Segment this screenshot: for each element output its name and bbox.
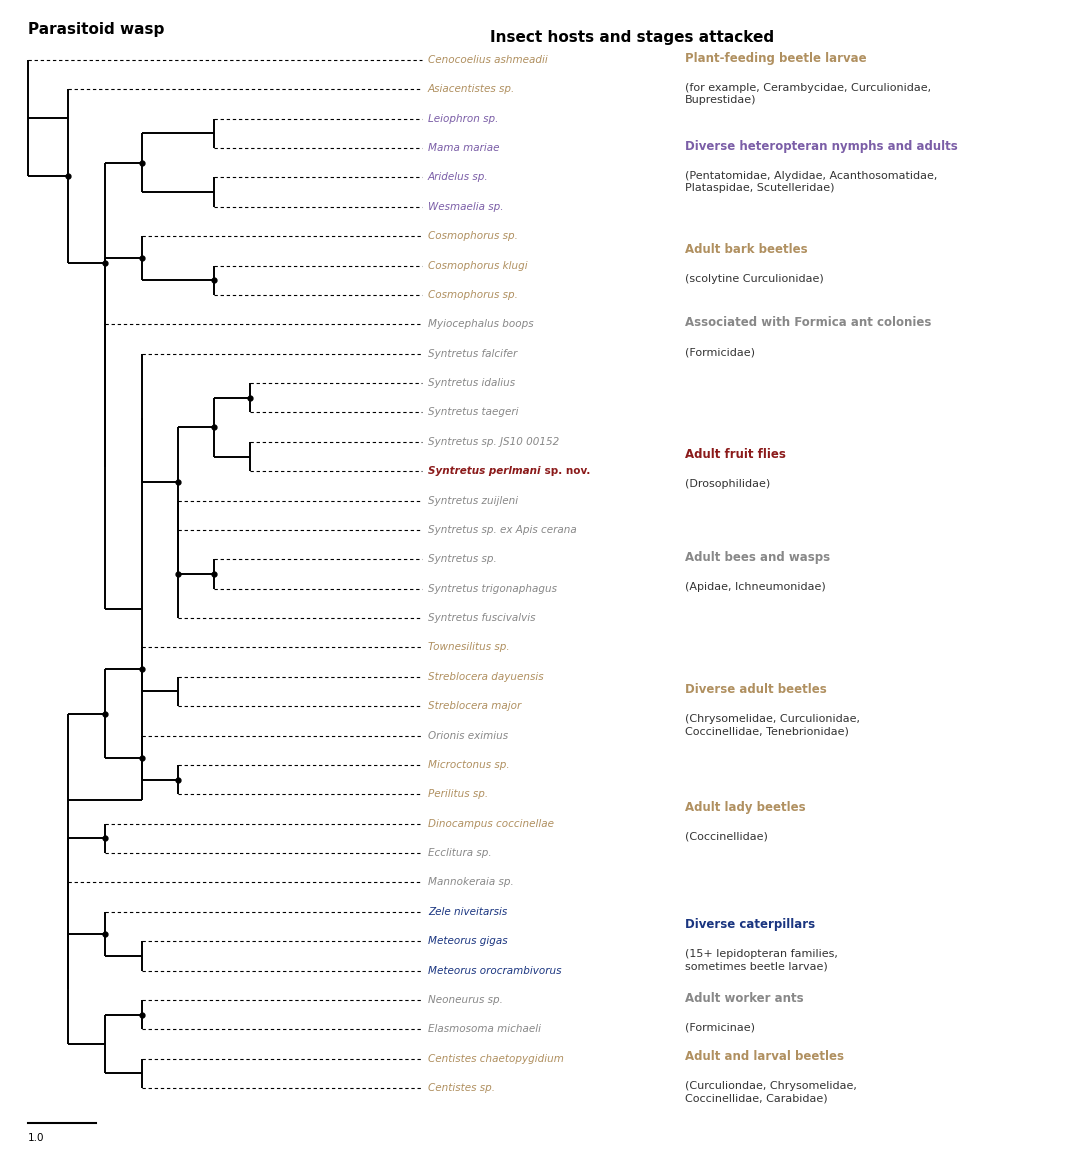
Text: (Formicidae): (Formicidae): [685, 347, 755, 357]
Text: Cosmophorus sp.: Cosmophorus sp.: [428, 290, 518, 300]
Text: Syntretus perlmani: Syntretus perlmani: [428, 466, 540, 477]
Text: Zele niveitarsis: Zele niveitarsis: [428, 907, 507, 916]
Text: Diverse heteropteran nymphs and adults: Diverse heteropteran nymphs and adults: [685, 140, 957, 153]
Text: Syntretus zuijleni: Syntretus zuijleni: [428, 495, 518, 506]
Text: Syntretus falcifer: Syntretus falcifer: [428, 349, 517, 358]
Text: Diverse caterpillars: Diverse caterpillars: [685, 919, 816, 931]
Text: Dinocampus coccinellae: Dinocampus coccinellae: [428, 819, 554, 828]
Text: Perilitus sp.: Perilitus sp.: [428, 789, 488, 799]
Text: Plant-feeding beetle larvae: Plant-feeding beetle larvae: [685, 52, 867, 65]
Text: Syntretus fuscivalvis: Syntretus fuscivalvis: [428, 612, 536, 623]
Text: Ecclitura sp.: Ecclitura sp.: [428, 848, 491, 858]
Text: Centistes sp.: Centistes sp.: [428, 1083, 495, 1093]
Text: Syntretus sp. JS10 00152: Syntretus sp. JS10 00152: [428, 437, 560, 447]
Text: Syntretus sp. ex Apis cerana: Syntretus sp. ex Apis cerana: [428, 525, 577, 535]
Text: Meteorus gigas: Meteorus gigas: [428, 936, 507, 947]
Text: 1.0: 1.0: [28, 1133, 45, 1143]
Text: Orionis eximius: Orionis eximius: [428, 731, 509, 740]
Text: Streblocera dayuensis: Streblocera dayuensis: [428, 672, 543, 682]
Text: (Apidae, Ichneumonidae): (Apidae, Ichneumonidae): [685, 582, 825, 592]
Text: Centistes chaetopygidium: Centistes chaetopygidium: [428, 1053, 564, 1064]
Text: (for example, Cerambycidae, Curculionidae,
Buprestidae): (for example, Cerambycidae, Curculionida…: [685, 82, 931, 106]
Text: Adult worker ants: Adult worker ants: [685, 992, 804, 1005]
Text: Adult lady beetles: Adult lady beetles: [685, 800, 806, 813]
Text: Streblocera major: Streblocera major: [428, 701, 522, 711]
Text: Townesilitus sp.: Townesilitus sp.: [428, 643, 510, 652]
Text: Adult fruit flies: Adult fruit flies: [685, 448, 786, 462]
Text: (Drosophilidae): (Drosophilidae): [685, 479, 770, 490]
Text: Meteorus orocrambivorus: Meteorus orocrambivorus: [428, 965, 562, 976]
Text: Cenocoelius ashmeadii: Cenocoelius ashmeadii: [428, 55, 548, 65]
Text: Wesmaelia sp.: Wesmaelia sp.: [428, 202, 503, 212]
Text: Elasmosoma michaeli: Elasmosoma michaeli: [428, 1024, 541, 1035]
Text: (Coccinellidae): (Coccinellidae): [685, 832, 768, 842]
Text: Syntretus sp.: Syntretus sp.: [428, 554, 497, 564]
Text: Associated with Formica ant colonies: Associated with Formica ant colonies: [685, 316, 931, 329]
Text: Mannokeraia sp.: Mannokeraia sp.: [428, 877, 514, 887]
Text: (Formicinae): (Formicinae): [685, 1023, 755, 1032]
Text: (Chrysomelidae, Curculionidae,
Coccinellidae, Tenebrionidae): (Chrysomelidae, Curculionidae, Coccinell…: [685, 715, 860, 737]
Text: (Pentatomidae, Alydidae, Acanthosomatidae,
Plataspidae, Scutelleridae): (Pentatomidae, Alydidae, Acanthosomatida…: [685, 171, 938, 194]
Text: Aridelus sp.: Aridelus sp.: [428, 173, 489, 182]
Text: Asiacentistes sp.: Asiacentistes sp.: [428, 85, 515, 94]
Text: Syntretus taegeri: Syntretus taegeri: [428, 407, 518, 418]
Text: Adult bees and wasps: Adult bees and wasps: [685, 551, 830, 564]
Text: (scolytine Curculionidae): (scolytine Curculionidae): [685, 274, 823, 283]
Text: Mama mariae: Mama mariae: [428, 143, 500, 153]
Text: Syntretus trigonaphagus: Syntretus trigonaphagus: [428, 583, 556, 594]
Text: Parasitoid wasp: Parasitoid wasp: [28, 22, 164, 37]
Text: (15+ lepidopteran families,
sometimes beetle larvae): (15+ lepidopteran families, sometimes be…: [685, 949, 837, 972]
Text: Adult and larval beetles: Adult and larval beetles: [685, 1050, 844, 1064]
Text: Diverse adult beetles: Diverse adult beetles: [685, 683, 827, 696]
Text: Microctonus sp.: Microctonus sp.: [428, 760, 510, 770]
Text: Myiocephalus boops: Myiocephalus boops: [428, 319, 534, 329]
Text: Cosmophorus sp.: Cosmophorus sp.: [428, 231, 518, 241]
Text: Neoneurus sp.: Neoneurus sp.: [428, 995, 503, 1005]
Text: Syntretus idalius: Syntretus idalius: [428, 378, 515, 389]
Text: Leiophron sp.: Leiophron sp.: [428, 114, 499, 124]
Text: Adult bark beetles: Adult bark beetles: [685, 242, 808, 255]
Text: sp. nov.: sp. nov.: [541, 466, 591, 477]
Text: Insect hosts and stages attacked: Insect hosts and stages attacked: [490, 30, 774, 45]
Text: Cosmophorus klugi: Cosmophorus klugi: [428, 261, 528, 270]
Text: (Curculiondae, Chrysomelidae,
Coccinellidae, Carabidae): (Curculiondae, Chrysomelidae, Coccinelli…: [685, 1081, 857, 1103]
